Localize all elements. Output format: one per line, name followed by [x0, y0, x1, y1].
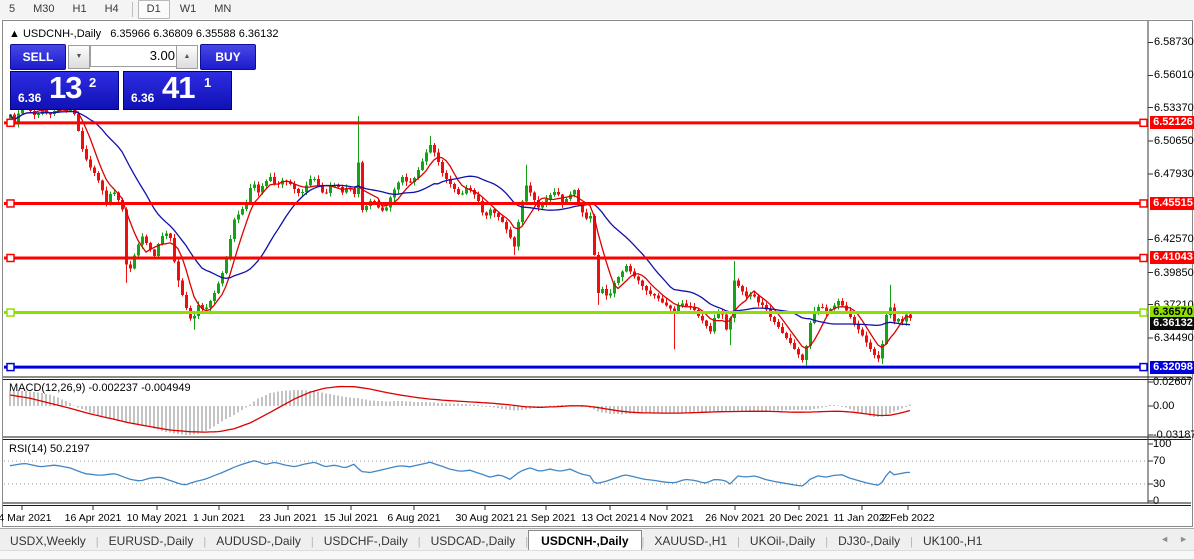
- tab-usdcnh-daily[interactable]: USDCNH-,Daily: [528, 530, 642, 551]
- buy-button[interactable]: BUY: [200, 44, 256, 70]
- date-axis-label: 23 Jun 2021: [259, 512, 317, 524]
- date-axis-label: 4 Nov 2021: [640, 512, 694, 524]
- tab-usdx-weekly[interactable]: USDX,Weekly: [10, 534, 86, 548]
- macd-scale-tick: -0.031872: [1153, 429, 1194, 442]
- timeframe-button-d1[interactable]: D1: [137, 0, 170, 19]
- timeframe-button-5[interactable]: 5: [9, 3, 16, 15]
- tab-separator: |: [737, 536, 740, 548]
- price-level-label: 6.52126: [1150, 116, 1194, 130]
- sell-price-sup: 2: [89, 75, 97, 90]
- date-axis-label: 1 Jun 2021: [193, 512, 245, 524]
- tab-dj30-daily[interactable]: DJ30-,Daily: [838, 534, 901, 548]
- tab-scroll-arrows: ◄ ►: [1160, 534, 1188, 544]
- rsi-scale-tick: 30: [1153, 477, 1166, 490]
- price-axis-tick: 6.47930: [1154, 168, 1194, 180]
- date-axis-label: 20 Dec 2021: [769, 512, 829, 524]
- price-axis-tick: 6.58730: [1154, 36, 1194, 49]
- rsi-scale-tick: 70: [1153, 455, 1166, 468]
- buy-price-big: 41: [162, 70, 195, 105]
- status-strip: [0, 550, 1194, 559]
- price-axis-tick: 6.42570: [1154, 233, 1194, 246]
- chart-frame: [2, 20, 1193, 527]
- tab-xauusd-h1[interactable]: XAUUSD-,H1: [654, 534, 728, 548]
- price-axis-tick: 6.50650: [1154, 134, 1194, 147]
- macd-title: MACD(12,26,9): [9, 382, 86, 394]
- volume-decrease-button[interactable]: ▼: [68, 45, 90, 69]
- tab-separator: |: [310, 536, 314, 548]
- rsi-label: RSI(14) 50.2197: [9, 443, 90, 455]
- price-level-label: 6.45515: [1150, 196, 1194, 210]
- tab-separator: |: [641, 536, 645, 548]
- rsi-title: RSI(14): [9, 443, 47, 455]
- price-axis-tick: 6.39850: [1154, 266, 1194, 279]
- tab-separator: |: [525, 536, 529, 548]
- price-level-label: 6.41043: [1150, 251, 1194, 265]
- date-axis-label: 21 Sep 2021: [516, 512, 576, 524]
- buy-price-prefix: 6.36: [131, 91, 155, 105]
- date-axis-label: 26 Nov 2021: [705, 512, 765, 524]
- chart-window[interactable]: ▲ USDCNH-,Daily 6.35966 6.36809 6.35588 …: [0, 19, 1194, 528]
- timeframe-button-h4[interactable]: H4: [104, 3, 119, 15]
- sell-price-prefix: 6.36: [18, 91, 42, 105]
- current-price-label: 6.36132: [1150, 317, 1194, 331]
- price-axis-tick: 6.56010: [1154, 69, 1194, 82]
- tab-separator: |: [825, 536, 829, 548]
- macd-scale-tick: 0.00: [1153, 400, 1175, 412]
- tab-uk100-h1[interactable]: UK100-,H1: [923, 534, 983, 548]
- date-axis-label: 6 Aug 2021: [387, 512, 441, 524]
- volume-increase-button[interactable]: ▲: [176, 45, 198, 69]
- rsi-scale-tick: 0: [1153, 495, 1160, 507]
- timeframe-button-m30[interactable]: M30: [33, 3, 55, 15]
- collapse-panel-icon[interactable]: ▲: [9, 28, 20, 40]
- toolbar-separator: [131, 2, 133, 17]
- price-level-label: 6.36570: [1150, 306, 1194, 320]
- chart-ohlc-values: 6.35966 6.36809 6.35588 6.36132: [110, 28, 279, 40]
- tab-usdcad-daily[interactable]: USDCAD-,Daily: [430, 534, 516, 548]
- date-axis-label: 24 Mar 2021: [0, 512, 52, 524]
- volume-input[interactable]: 3.00: [90, 45, 182, 67]
- spinner-down-icon: ▼: [75, 53, 83, 60]
- price-level-label: 6.32098: [1150, 360, 1194, 374]
- buy-price-sup: 1: [204, 75, 212, 90]
- macd-values: -0.002237 -0.004949: [88, 382, 191, 394]
- date-axis-label: 10 May 2021: [126, 512, 188, 524]
- buy-price-box[interactable]: 6.36 41 1: [123, 70, 232, 110]
- sell-price-big: 13: [49, 70, 82, 105]
- tab-separator: |: [203, 536, 207, 548]
- chart-symbol-label: USDCNH-,Daily: [22, 28, 102, 40]
- date-axis-label: 16 Apr 2021: [64, 512, 122, 524]
- date-axis-label: 2 Feb 2022: [881, 512, 935, 524]
- tab-separator: |: [417, 536, 421, 548]
- price-axis-tick: 6.53370: [1154, 101, 1194, 114]
- timeframe-button-w1[interactable]: W1: [179, 3, 197, 15]
- tab-separator: |: [95, 536, 99, 548]
- tab-scroll-left-icon[interactable]: ◄: [1160, 534, 1170, 544]
- date-axis-label: 11 Jan 2022: [833, 512, 891, 524]
- macd-label: MACD(12,26,9) -0.002237 -0.004949: [9, 382, 191, 394]
- tab-usdchf-daily[interactable]: USDCHF-,Daily: [323, 534, 408, 548]
- sell-price-box[interactable]: 6.36 13 2: [10, 70, 119, 110]
- date-axis-label: 15 Jul 2021: [323, 512, 379, 524]
- tab-ukoil-daily[interactable]: UKOil-,Daily: [749, 534, 816, 548]
- price-axis-tick: 6.34490: [1154, 331, 1194, 344]
- timeframe-button-mn[interactable]: MN: [214, 3, 232, 15]
- timeframe-toolbar: 5 M30 H1 H4 D1 W1 MN: [0, 0, 1194, 20]
- chart-title: ▲ USDCNH-,Daily 6.35966 6.36809 6.35588 …: [9, 28, 278, 40]
- timeframe-button-h1[interactable]: H1: [72, 3, 87, 15]
- tab-eurusd-daily[interactable]: EURUSD-,Daily: [108, 534, 194, 548]
- tab-audusd-daily[interactable]: AUDUSD-,Daily: [216, 534, 301, 548]
- sell-button[interactable]: SELL: [10, 44, 66, 70]
- date-axis-label: 30 Aug 2021: [455, 512, 515, 524]
- rsi-scale-tick: 100: [1153, 438, 1172, 450]
- symbol-tabbar: USDX,Weekly | EURUSD-,Daily | AUDUSD-,Daily |…: [0, 528, 1194, 551]
- rsi-value: 50.2197: [49, 443, 90, 455]
- date-axis-label: 13 Oct 2021: [581, 512, 639, 524]
- one-click-trading-panel: SELL ▼ 3.00 ▲ BUY 6.36 13 2 6.36 41 1: [8, 44, 308, 110]
- spinner-up-icon: ▲: [183, 53, 191, 60]
- tab-scroll-right-icon[interactable]: ►: [1179, 534, 1188, 544]
- tab-separator: |: [910, 536, 913, 548]
